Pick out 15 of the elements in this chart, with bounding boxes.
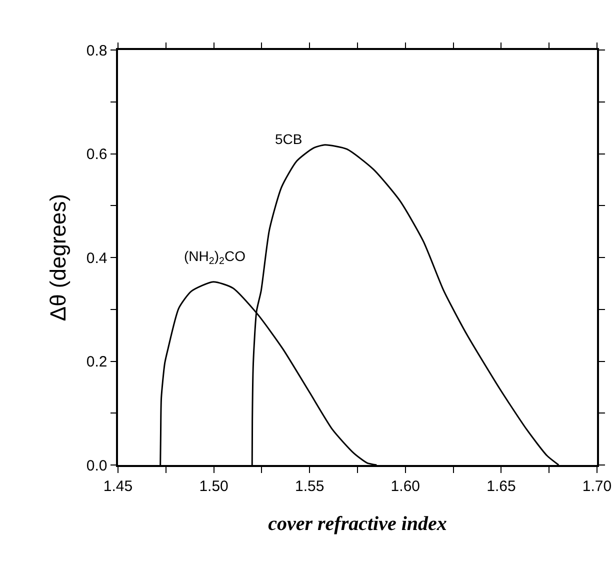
x-tick-label: 1.60 [390, 478, 420, 495]
x-tick-label: 1.55 [295, 478, 324, 495]
annotation: 5CB [275, 131, 302, 147]
y-tick-label: 0.6 [86, 146, 108, 163]
y-tick-label: 0.4 [86, 250, 108, 267]
y-tick-label: 0.0 [86, 457, 108, 474]
y-axis-title: Δθ (degrees) [46, 194, 71, 322]
x-tick-label: 1.65 [486, 478, 516, 495]
x-axis-title: cover refractive index [268, 512, 447, 535]
x-tick-label: 1.50 [199, 478, 228, 495]
x-tick-label: 1.70 [582, 478, 612, 495]
y-tick-label: 0.2 [86, 354, 108, 370]
y-tick-label: 0.8 [86, 42, 108, 60]
x-tick-label: 1.45 [103, 478, 133, 495]
annotation: (NH$_{2}$)$_{2}$CO [184, 248, 246, 267]
